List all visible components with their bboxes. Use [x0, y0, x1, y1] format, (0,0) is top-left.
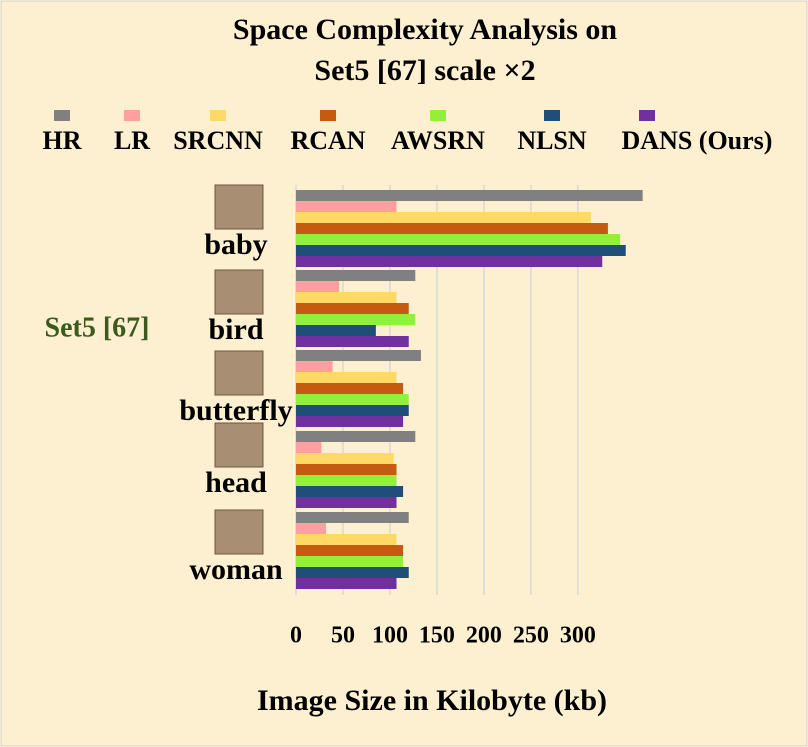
bar [296, 416, 404, 427]
chart-title: Set5 [67] scale ×2 [314, 54, 535, 87]
legend-label: HR [43, 126, 82, 155]
x-tick-label: 200 [466, 623, 502, 649]
x-axis-title: Image Size in Kilobyte (kb) [257, 684, 607, 717]
thumbnail [214, 509, 264, 555]
y-tick-label: woman [189, 553, 283, 586]
legend-label: AWSRN [391, 126, 485, 155]
bar [296, 303, 409, 314]
bar [296, 567, 409, 578]
thumbnail [214, 350, 264, 396]
legend-label: RCAN [290, 126, 365, 155]
bar [296, 475, 397, 486]
bar [296, 325, 376, 336]
bar [296, 256, 603, 267]
bar [296, 223, 608, 234]
bar [296, 453, 394, 464]
bar [296, 245, 626, 256]
thumbnail [214, 184, 264, 230]
bar [296, 383, 404, 394]
chart-title: Space Complexity Analysis on [233, 13, 618, 46]
legend-swatch [430, 110, 446, 121]
legend-label: NLSN [517, 126, 587, 155]
bar [296, 464, 397, 475]
bar [296, 556, 404, 567]
bar [296, 201, 397, 212]
legend-swatch [54, 110, 70, 121]
bar [296, 442, 322, 453]
x-tick-label: 100 [372, 623, 408, 649]
legend-swatch [320, 110, 336, 121]
bar [296, 292, 397, 303]
bar [296, 234, 621, 245]
bar [296, 534, 397, 545]
legend-label: SRCNN [173, 126, 263, 155]
y-tick-label: bird [208, 313, 263, 346]
legend-swatch [544, 110, 560, 121]
bar [296, 270, 416, 281]
x-tick-label: 50 [331, 623, 355, 649]
legend-label: DANS (Ours) [622, 126, 773, 155]
bar [296, 281, 340, 292]
bar [296, 523, 327, 534]
legend-swatch [210, 110, 226, 121]
bar [296, 190, 643, 201]
thumbnail [214, 422, 264, 468]
bar [296, 314, 416, 325]
group-label: Set5 [67] [45, 312, 150, 343]
legend-label: LR [114, 126, 150, 155]
thumbnail [214, 269, 264, 315]
bar [296, 512, 409, 523]
bar [296, 486, 404, 497]
bar [296, 405, 409, 416]
bar [296, 497, 397, 508]
bar [296, 350, 421, 361]
bar [296, 578, 397, 589]
x-tick-label: 300 [560, 623, 596, 649]
legend-swatch [639, 110, 655, 121]
bar [296, 336, 409, 347]
bar [296, 212, 591, 223]
legend-swatch [124, 110, 140, 121]
bar [296, 361, 333, 372]
bar [296, 431, 416, 442]
bar [296, 545, 404, 556]
bar [296, 372, 397, 383]
x-tick-label: 250 [513, 623, 549, 649]
bar [296, 394, 409, 405]
y-tick-label: butterfly [179, 394, 292, 427]
x-tick-label: 150 [419, 623, 455, 649]
x-tick-label: 0 [290, 623, 302, 649]
y-tick-label: head [205, 466, 267, 499]
y-tick-label: baby [204, 228, 267, 261]
